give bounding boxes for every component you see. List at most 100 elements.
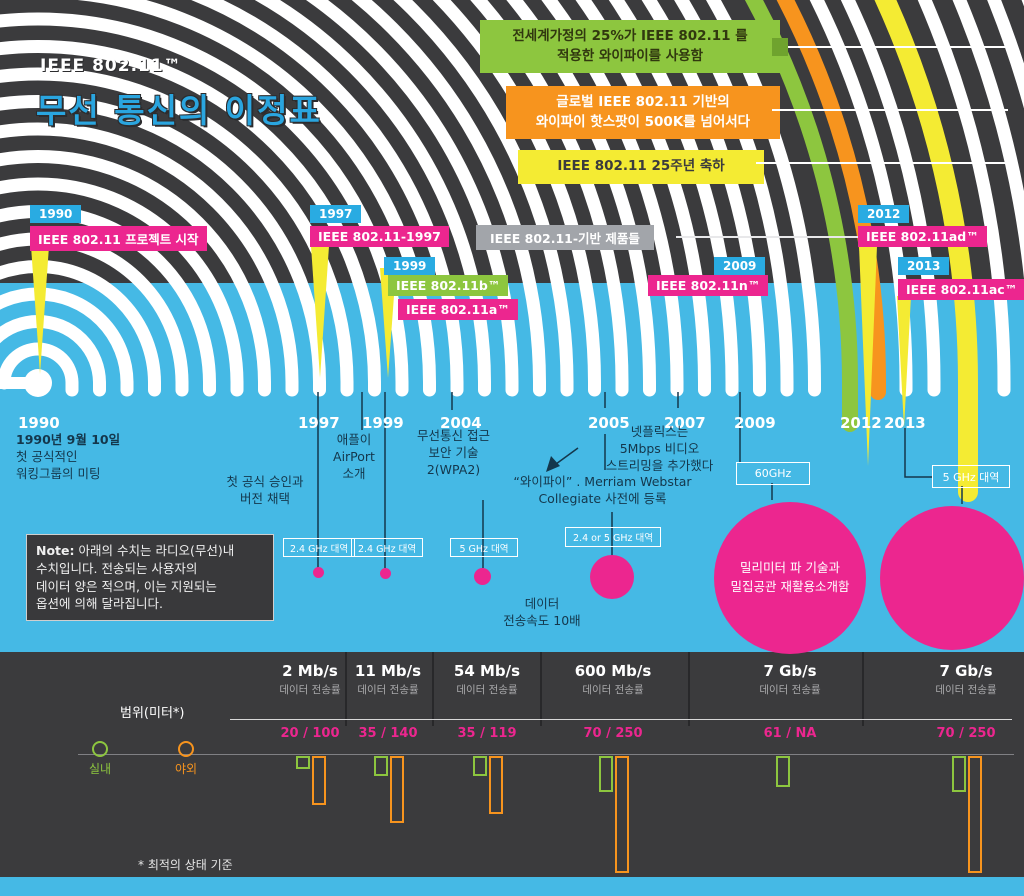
rate-value: 2 Mb/s [282, 662, 338, 680]
year-tag-1999: 1999 [384, 257, 436, 275]
annotation-2004-line2: 보안 기술 [428, 444, 479, 460]
year-tag-1997: 1997 [310, 205, 362, 223]
year-tag-2012: 2012 [858, 205, 910, 223]
range-value-4: 70 / 250 [583, 726, 643, 741]
mmwave-line1: 밀리미터 파 기술과 [740, 560, 840, 576]
timeline-year-1997: 1997 [298, 414, 340, 432]
callout-orange-line1: 글로벌 IEEE 802.11 기반의 [556, 94, 730, 110]
annotation-1990: 1990년 9월 10일 첫 공식적인 워킹그룹의 미팅 [16, 432, 120, 483]
outdoor-range-bar [489, 756, 503, 814]
speed-callout-line2: 전송속도 10배 [503, 612, 581, 628]
annotation-2007: 넷플릭스는 5Mbps 비디오 스트리밍을 추가했다 [602, 424, 717, 475]
rate-sublabel: 데이터 전송률 [759, 684, 821, 696]
outdoor-range-bar [312, 756, 326, 805]
annotation-1997: 첫 공식 승인과 버전 채택 [210, 474, 320, 508]
callout-green-connector [788, 46, 1010, 48]
callout-green: 전세계가정의 25%가 IEEE 802.11 를 적용한 와이파이를 사용함 [480, 20, 780, 74]
annotation-2007-line1: 넷플릭스는 [630, 424, 689, 439]
annotation-2004: 무선통신 접근 보안 기술 2(WPA2) [406, 428, 501, 479]
callout-orange-connector [772, 109, 1008, 111]
milestone-tag-802-11-1997: IEEE 802.11-1997 [310, 226, 449, 247]
rate-circle-mmwave: 밀리미터 파 기술과 밀집공관 재활용소개함 [714, 502, 866, 654]
legend-outdoor-label: 야외 [174, 762, 198, 776]
products-connector [676, 236, 858, 238]
rate-circle-600mbps [590, 555, 634, 599]
callout-orange-line2: 와이파이 핫스팟이 500K를 넘어서다 [535, 113, 751, 130]
callout-yellow-line1: IEEE 802.11 25주년 축하 [557, 158, 725, 174]
band-box-2005: 2.4 or 5 GHz 대역 [565, 527, 661, 547]
milestone-tag-802-11b: IEEE 802.11b™ [388, 275, 509, 296]
range-value-3: 35 / 119 [457, 726, 517, 741]
range-separator-line [230, 719, 1012, 720]
callout-orange: 글로벌 IEEE 802.11 기반의 와이파이 핫스팟이 500K를 넘어서다 [506, 86, 780, 140]
column-divider [862, 652, 864, 726]
callout-yellow-connector [756, 162, 1008, 164]
callout-green-line1: 전세계가정의 25%가 IEEE 802.11 를 [512, 28, 748, 44]
annotation-1997-line2: 버전 채택 [240, 490, 290, 506]
annotation-2007-line2: 5Mbps 비디오 [619, 440, 700, 456]
rate-sublabel: 데이터 전송률 [935, 684, 997, 696]
year-tag-1990: 1990 [30, 205, 82, 223]
pointer-wedge-2013 [897, 296, 911, 428]
note-text3: 데이터 양은 적으며, 이는 지원되는 [36, 578, 217, 594]
rate-column-2: 11 Mb/s 데이터 전송률 [343, 662, 433, 697]
milestone-tag-products: IEEE 802.11-기반 제품들 [476, 225, 654, 250]
indoor-range-bar [599, 756, 613, 792]
annotation-2004-line1: 무선통신 접근 [417, 428, 490, 443]
rate-dot-1999 [380, 568, 391, 579]
annotation-1990-line1: 1990년 9월 10일 [16, 432, 121, 447]
range-baseline [78, 754, 1014, 755]
arrowhead [546, 456, 560, 472]
indoor-range-bar [374, 756, 388, 776]
range-value-6: 70 / 250 [936, 726, 996, 741]
annotation-1999-line1: 애플이 [336, 432, 372, 447]
rate-circle-54mbps [474, 568, 491, 585]
indoor-range-bar [473, 756, 487, 776]
pointer-wedge-1990 [31, 246, 49, 374]
range-value-2: 35 / 140 [358, 726, 418, 741]
band-box-1999: 2.4 GHz 대역 [351, 538, 423, 557]
note-line1: Note: 아래의 수치는 라디오(무선)내 [36, 542, 264, 560]
indoor-range-bar [776, 756, 790, 787]
timeline-year-2005: 2005 [588, 414, 630, 432]
indoor-range-bar [952, 756, 966, 792]
indoor-range-bar [296, 756, 310, 769]
rate-value: 600 Mb/s [574, 662, 652, 680]
mmwave-line2: 밀집공관 재활용소개함 [730, 579, 850, 594]
annotation-2005: “와이파이” . Merriam Webstar Collegiate 사전에 … [505, 474, 700, 508]
range-value-5: 61 / NA [763, 726, 817, 741]
annotation-1999-line3: 소개 [342, 465, 366, 481]
band-box-2013: 5 GHz 대역 [932, 465, 1010, 488]
rate-dot-1997 [313, 567, 324, 578]
origin-dot [24, 369, 52, 397]
rate-value: 7 Gb/s [939, 662, 993, 680]
callout-yellow: IEEE 802.11 25주년 축하 [518, 150, 764, 184]
rate-sublabel: 데이터 전송률 [456, 684, 518, 696]
band-box-1997: 2.4 GHz 대역 [283, 538, 355, 557]
speed-callout-line1: 데이터 [524, 596, 560, 611]
column-divider [688, 652, 690, 726]
rate-circle-ac [880, 506, 1024, 650]
timeline-year-1999: 1999 [362, 414, 404, 432]
milestone-tag-project-start: IEEE 802.11 프로젝트 시작 [30, 226, 207, 251]
rate-sublabel: 데이터 전송률 [357, 684, 419, 696]
annotation-1990-line3: 워킹그룹의 미팅 [16, 465, 101, 481]
column-divider [540, 652, 542, 726]
milestone-tag-802-11a: IEEE 802.11a™ [398, 299, 518, 320]
annotation-2005-line2: Collegiate 사전에 등록 [538, 490, 667, 506]
background-bottom-blue-strip [0, 877, 1024, 896]
note-text2: 수치입니다. 전송되는 사용자의 [36, 560, 198, 576]
annotation-1990-line2: 첫 공식적인 [16, 448, 78, 464]
page-title: 무선 통신의 이정표 [36, 91, 322, 130]
rate-column-3: 54 Mb/s 데이터 전송률 [437, 662, 537, 697]
note-text1: 아래의 수치는 라디오(무선)내 [78, 543, 235, 558]
footnote: * 최적의 상태 기준 [138, 858, 233, 872]
callout-green-line2: 적용한 와이파이를 사용함 [556, 47, 704, 64]
rate-column-5: 7 Gb/s 데이터 전송률 [730, 662, 850, 697]
band-box-60ghz: 60GHz [736, 462, 810, 485]
timeline-year-2012: 2012 [840, 414, 882, 432]
range-axis-label: 범위(미터*) [120, 706, 185, 721]
outdoor-range-bar [390, 756, 404, 823]
annotation-1999: 애플이 AirPort 소개 [315, 432, 393, 483]
